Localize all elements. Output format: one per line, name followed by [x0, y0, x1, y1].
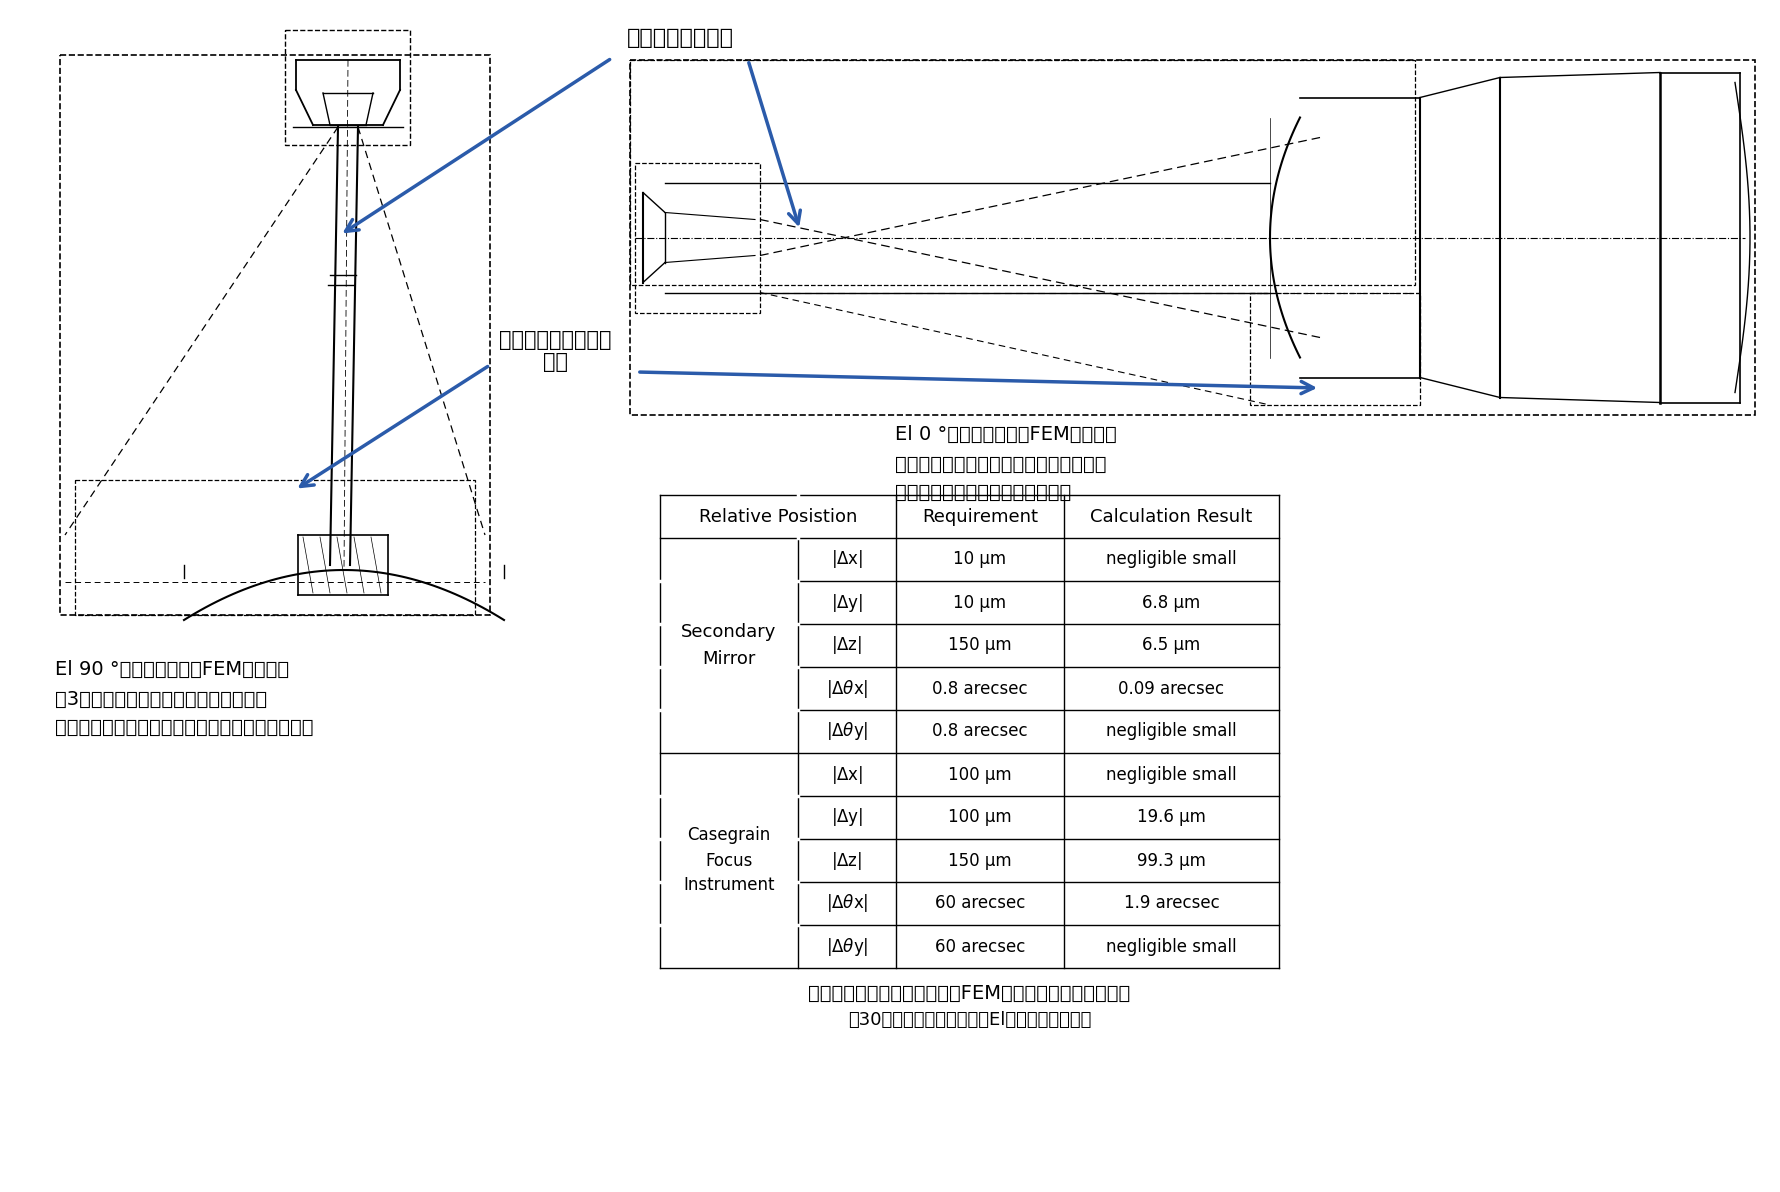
Text: Secondary
Mirror: Secondary Mirror	[682, 623, 776, 668]
Text: 変形後の主鏡光軸: 変形後の主鏡光軸	[627, 27, 733, 48]
Text: すると共に、傾きも合わせる。）: すると共に、傾きも合わせる。）	[895, 483, 1072, 502]
Text: |$\Delta$x|: |$\Delta$x|	[831, 548, 863, 571]
Text: 60 arecsec: 60 arecsec	[934, 894, 1025, 913]
Text: El 0 °における鏡筒のFEM解析結果: El 0 °における鏡筒のFEM解析結果	[895, 426, 1116, 443]
Text: |$\Delta$z|: |$\Delta$z|	[831, 634, 863, 657]
Text: negligible small: negligible small	[1105, 937, 1237, 956]
Text: Casegrain
Focus
Instrument: Casegrain Focus Instrument	[684, 826, 774, 894]
Text: 0.8 arecsec: 0.8 arecsec	[933, 722, 1027, 740]
Text: Relative Posistion: Relative Posistion	[700, 508, 858, 526]
Text: 150 μm: 150 μm	[949, 851, 1011, 869]
Text: （30分の追尾駆動におけるEl角度最大変化時）: （30分の追尾駆動におけるEl角度最大変化時）	[847, 1011, 1091, 1029]
Text: |$\Delta\theta$y|: |$\Delta\theta$y|	[826, 936, 869, 957]
Text: （主鏡と副鏡の変位を出来るだけ等しく: （主鏡と副鏡の変位を出来るだけ等しく	[895, 455, 1107, 474]
Text: 6.8 μm: 6.8 μm	[1143, 594, 1202, 611]
Text: negligible small: negligible small	[1105, 551, 1237, 569]
Text: 150 μm: 150 μm	[949, 637, 1011, 654]
Text: わずかに傾くため副鏡の相対変位が発生する。）: わずかに傾くため副鏡の相対変位が発生する。）	[55, 718, 313, 737]
Text: |$\Delta$y|: |$\Delta$y|	[831, 591, 863, 614]
Text: 19.6 μm: 19.6 μm	[1137, 808, 1205, 826]
Text: 100 μm: 100 μm	[949, 808, 1011, 826]
Text: negligible small: negligible small	[1105, 722, 1237, 740]
Text: 99.3 μm: 99.3 μm	[1137, 851, 1205, 869]
Text: |$\Delta$y|: |$\Delta$y|	[831, 807, 863, 828]
Text: |$\Delta\theta$y|: |$\Delta\theta$y|	[826, 720, 869, 743]
Text: 10 μm: 10 μm	[954, 551, 1006, 569]
Text: 変形後の主鏡中心傾: 変形後の主鏡中心傾	[498, 330, 611, 350]
Text: 各方向の相対変位の目標値とFEM解析結果の最大相対変位: 各方向の相対変位の目標値とFEM解析結果の最大相対変位	[808, 983, 1130, 1002]
Text: negligible small: negligible small	[1105, 765, 1237, 783]
Text: 6.5 μm: 6.5 μm	[1143, 637, 1202, 654]
Text: El 90 °における鏡筒のFEM解析結果: El 90 °における鏡筒のFEM解析結果	[55, 660, 288, 679]
Text: Calculation Result: Calculation Result	[1091, 508, 1253, 526]
Text: 0.09 arecsec: 0.09 arecsec	[1118, 679, 1225, 697]
Text: |$\Delta\theta$x|: |$\Delta\theta$x|	[826, 893, 869, 914]
Text: Requirement: Requirement	[922, 508, 1038, 526]
Text: 0.8 arecsec: 0.8 arecsec	[933, 679, 1027, 697]
Text: 1.9 arecsec: 1.9 arecsec	[1123, 894, 1219, 913]
Text: 60 arecsec: 60 arecsec	[934, 937, 1025, 956]
Text: 斜面: 斜面	[543, 352, 568, 372]
Text: |$\Delta\theta$x|: |$\Delta\theta$x|	[826, 677, 869, 700]
Text: 100 μm: 100 μm	[949, 765, 1011, 783]
Text: |$\Delta$z|: |$\Delta$z|	[831, 850, 863, 871]
Text: （3点の固定点の変位の影響で、主鏡が: （3点の固定点の変位の影響で、主鏡が	[55, 690, 267, 709]
Text: |$\Delta$x|: |$\Delta$x|	[831, 764, 863, 786]
Text: 10 μm: 10 μm	[954, 594, 1006, 611]
